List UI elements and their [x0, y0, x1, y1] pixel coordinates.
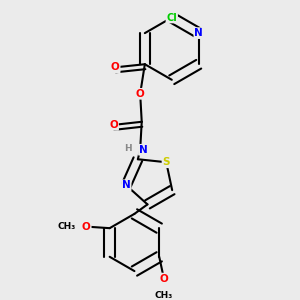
Text: O: O [160, 274, 168, 284]
Text: CH₃: CH₃ [58, 222, 76, 231]
Text: O: O [110, 120, 118, 130]
Text: O: O [111, 62, 120, 72]
Text: O: O [82, 222, 91, 232]
Text: N: N [122, 180, 130, 190]
Text: N: N [194, 28, 203, 38]
Text: S: S [163, 157, 170, 167]
Text: O: O [136, 89, 145, 99]
Text: H: H [124, 144, 131, 153]
Text: N: N [139, 145, 148, 155]
Text: Cl: Cl [167, 13, 177, 22]
Text: CH₃: CH₃ [155, 291, 173, 300]
